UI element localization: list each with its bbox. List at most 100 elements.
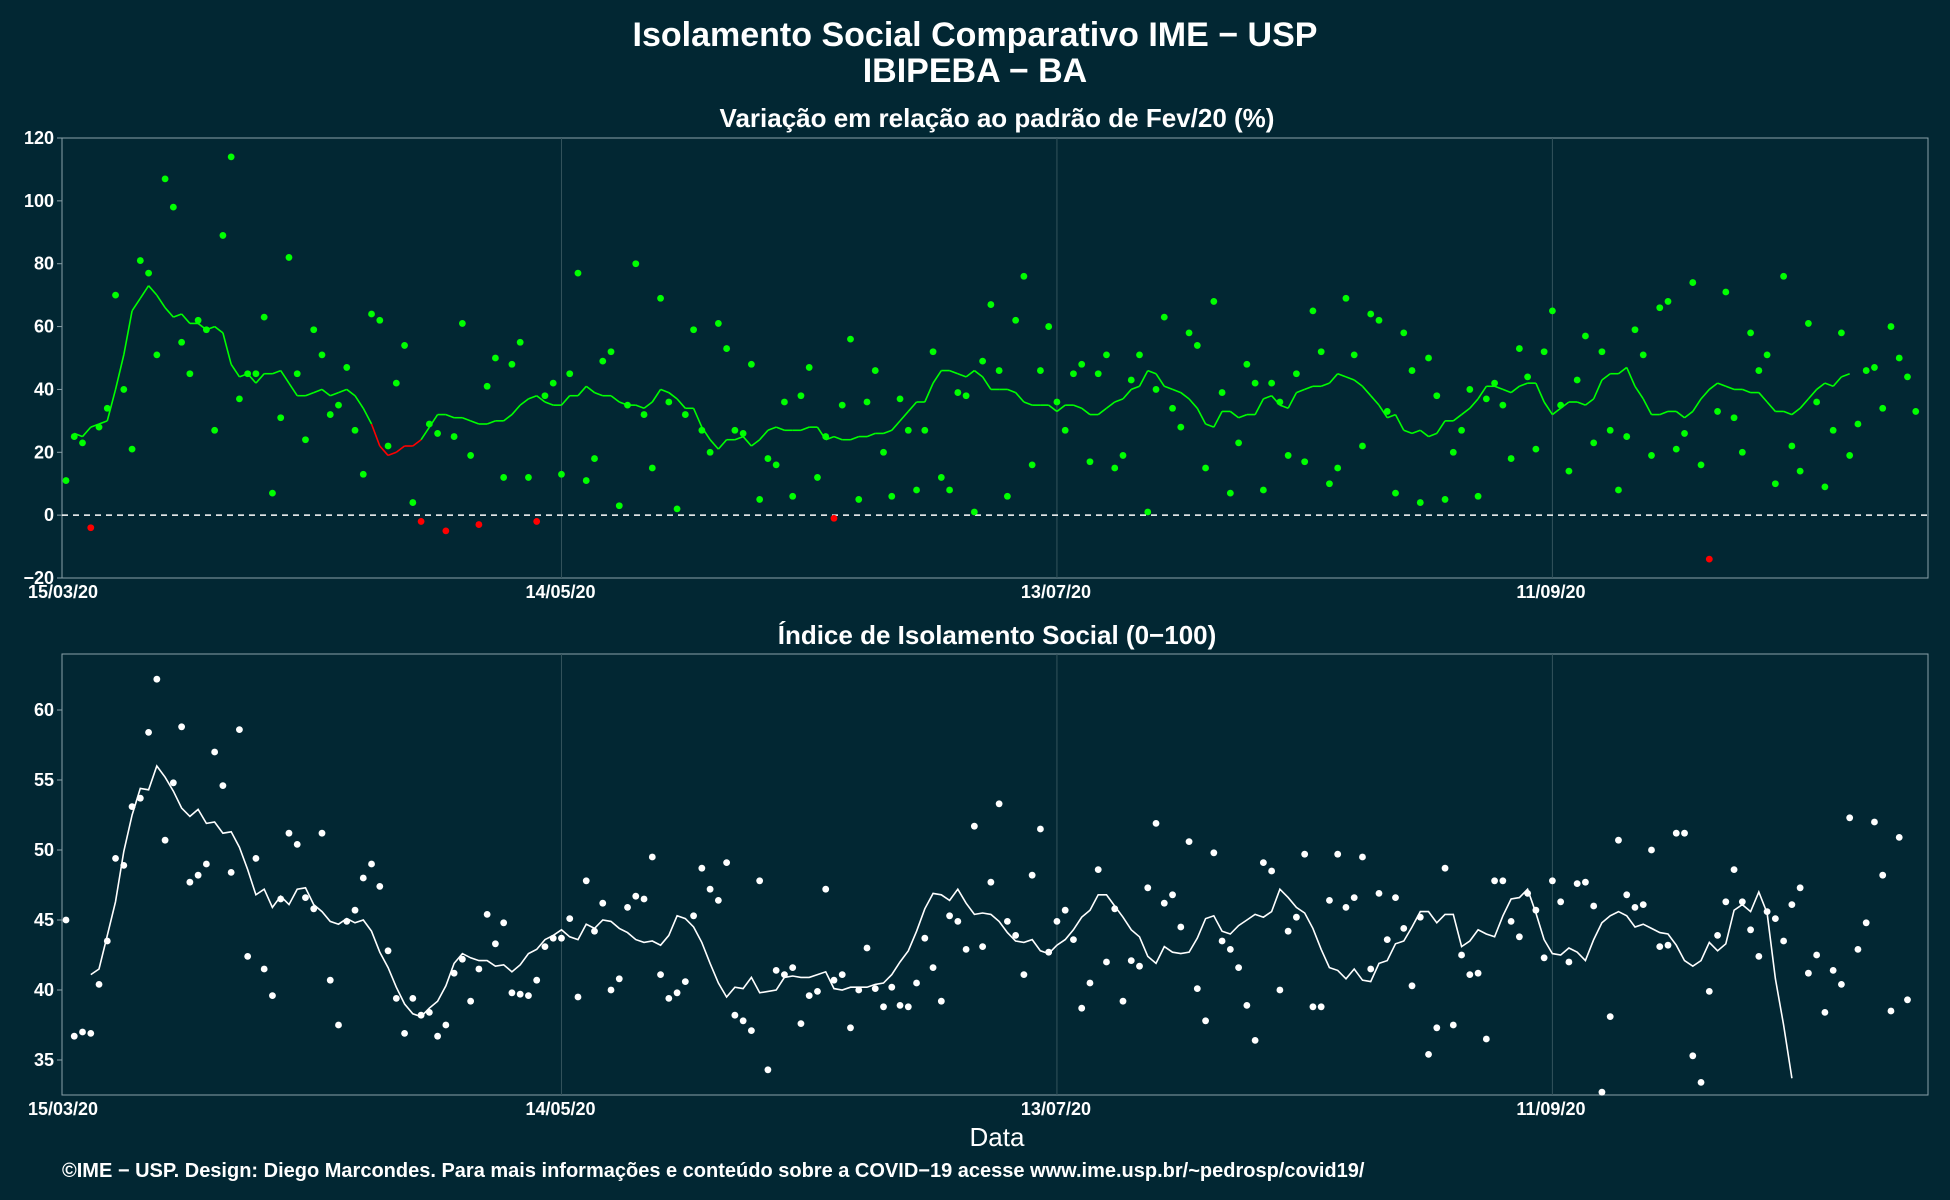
variation-moving-average-segment bbox=[899, 410, 909, 422]
variation-x-tick-label: 13/07/20 bbox=[1021, 582, 1091, 602]
variation-data-point bbox=[1862, 367, 1870, 374]
index-data-point bbox=[1210, 849, 1218, 857]
index-data-point bbox=[607, 986, 615, 994]
index-data-point bbox=[582, 877, 590, 885]
variation-data-point bbox=[1309, 307, 1317, 315]
variation-moving-average-segment bbox=[1841, 372, 1850, 378]
variation-data-point bbox=[252, 370, 260, 378]
variation-data-point bbox=[1284, 452, 1292, 459]
index-data-point bbox=[1235, 964, 1243, 971]
index-data-point bbox=[318, 829, 326, 837]
index-data-point bbox=[673, 989, 681, 997]
variation-moving-average-segment bbox=[1172, 388, 1182, 394]
variation-data-point bbox=[805, 364, 813, 371]
variation-data-point bbox=[913, 486, 920, 494]
variation-data-point bbox=[1293, 370, 1300, 378]
variation-y-tick-label: 120 bbox=[24, 128, 54, 148]
variation-data-point bbox=[979, 357, 987, 365]
index-data-point bbox=[508, 989, 516, 997]
index-data-point bbox=[970, 822, 978, 830]
index-data-point bbox=[1895, 834, 1903, 841]
variation-data-point bbox=[1342, 294, 1350, 302]
index-data-point bbox=[351, 906, 359, 914]
variation-moving-average-segment bbox=[965, 369, 975, 378]
variation-moving-average-segment bbox=[833, 435, 843, 441]
variation-moving-average-segment bbox=[973, 369, 984, 378]
variation-data-point bbox=[1879, 404, 1887, 412]
variation-moving-average-segment bbox=[1353, 379, 1363, 387]
variation-panel: Variação em relação ao padrão de Fev/20 … bbox=[23, 103, 1929, 602]
variation-data-point bbox=[318, 351, 326, 359]
variation-data-point bbox=[434, 430, 441, 437]
variation-data-point bbox=[1515, 345, 1523, 352]
variation-data-point bbox=[1037, 367, 1044, 374]
index-data-point bbox=[1317, 1003, 1325, 1011]
variation-moving-average-segment bbox=[717, 439, 728, 450]
variation-data-point bbox=[1763, 351, 1771, 359]
index-data-point bbox=[236, 726, 243, 733]
variation-data-point bbox=[285, 254, 293, 261]
variation-moving-average-segment bbox=[1675, 410, 1686, 419]
variation-data-point bbox=[458, 320, 466, 327]
variation-moving-average-segment bbox=[1551, 407, 1562, 416]
index-data-point bbox=[492, 940, 499, 948]
variation-data-point bbox=[772, 461, 780, 469]
variation-moving-average-segment bbox=[1807, 388, 1818, 400]
variation-data-point bbox=[962, 392, 970, 400]
index-data-point bbox=[169, 779, 177, 787]
variation-data-point bbox=[1829, 426, 1837, 434]
variation-moving-average-segment bbox=[313, 388, 323, 394]
variation-moving-average-segment bbox=[1708, 382, 1719, 391]
index-data-point bbox=[409, 995, 417, 1002]
variation-data-point bbox=[714, 320, 722, 327]
variation-data-point bbox=[1367, 310, 1375, 318]
variation-data-point bbox=[1846, 452, 1854, 459]
variation-moving-average-segment bbox=[668, 391, 678, 400]
index-data-point bbox=[904, 1003, 912, 1011]
variation-data-point bbox=[1160, 313, 1168, 321]
variation-moving-average-segment bbox=[1510, 385, 1520, 394]
variation-data-point bbox=[888, 492, 896, 500]
variation-data-point bbox=[574, 269, 582, 277]
variation-moving-average-segment bbox=[420, 426, 431, 441]
variation-data-point bbox=[392, 379, 400, 387]
variation-moving-average-segment bbox=[907, 401, 918, 412]
variation-data-point bbox=[211, 426, 219, 434]
variation-moving-average-segment bbox=[594, 391, 604, 397]
variation-data-point bbox=[1689, 279, 1697, 286]
variation-data-point bbox=[533, 518, 541, 525]
variation-moving-average-segment bbox=[214, 325, 224, 334]
index-moving-average-line bbox=[90, 764, 1793, 1079]
index-y-tick-label: 45 bbox=[34, 910, 54, 930]
index-data-point bbox=[302, 894, 309, 901]
variation-moving-average-segment bbox=[354, 395, 364, 409]
index-data-point bbox=[1821, 1009, 1829, 1016]
variation-data-point bbox=[1028, 461, 1036, 469]
index-data-point bbox=[145, 729, 152, 736]
variation-moving-average-segment bbox=[288, 382, 298, 397]
index-data-point bbox=[450, 969, 458, 977]
index-data-point bbox=[624, 904, 631, 911]
variation-data-point bbox=[1573, 376, 1581, 384]
variation-moving-average-segment bbox=[503, 413, 513, 422]
variation-data-point bbox=[1177, 423, 1185, 431]
variation-data-point bbox=[1507, 455, 1515, 462]
index-data-point bbox=[1887, 1007, 1895, 1015]
index-data-point bbox=[1350, 894, 1358, 901]
index-data-point bbox=[1747, 926, 1754, 934]
variation-data-point bbox=[1400, 329, 1408, 337]
variation-data-point bbox=[1268, 379, 1276, 387]
variation-data-point bbox=[1813, 398, 1821, 406]
index-data-point bbox=[574, 993, 582, 1001]
variation-x-tick-label: 15/03/20 bbox=[28, 582, 98, 602]
variation-data-point bbox=[161, 175, 169, 183]
variation-data-point bbox=[1796, 467, 1804, 475]
variation-moving-average-segment bbox=[1229, 410, 1240, 419]
variation-moving-average-segment bbox=[305, 391, 315, 397]
variation-data-point bbox=[847, 335, 854, 343]
variation-data-point bbox=[1598, 348, 1606, 356]
variation-moving-average-segment bbox=[239, 372, 248, 378]
variation-data-point bbox=[1755, 367, 1763, 374]
variation-data-point bbox=[1078, 360, 1086, 368]
index-data-point bbox=[442, 1021, 450, 1029]
